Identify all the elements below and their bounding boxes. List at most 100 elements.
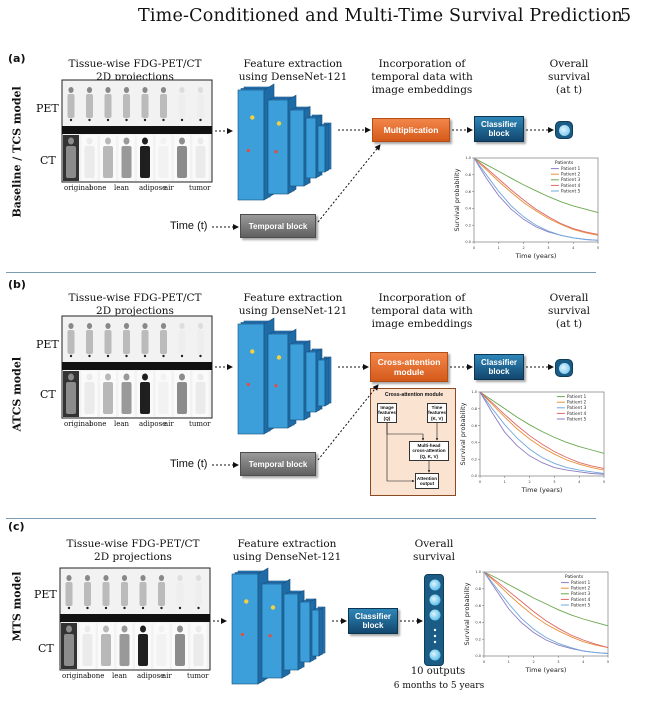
tissue-label: tumor (187, 672, 209, 680)
x-axis-label: Time (years) (521, 486, 563, 494)
x-tick-label: 5 (607, 660, 609, 664)
series-line (479, 391, 605, 474)
series-line (479, 391, 605, 471)
x-tick-label: 5 (597, 246, 599, 250)
y-tick-label: 0.0 (465, 240, 471, 244)
tissue-label: lean (114, 184, 130, 192)
legend-entry: Patient 2 (571, 586, 591, 592)
survival-chart: 0 1 2 3 4 5 0.0 0.2 0.4 0.6 0.8 1.0 Time (years) Surv… (453, 156, 599, 260)
panel-letter: (a) (8, 52, 26, 65)
ct-projection (98, 623, 114, 669)
ct-projection (79, 623, 96, 669)
y-tick-label: 0.0 (471, 474, 477, 478)
legend-entry: Patient 4 (561, 183, 581, 189)
legend-entry: Patient 1 (561, 166, 581, 172)
tissue-label: bone (89, 184, 107, 192)
x-tick-label: 5 (603, 480, 605, 484)
densenet-block (237, 83, 332, 201)
ct-projection (118, 371, 135, 417)
running-header: Time-Conditioned and Multi-Time Survival… (0, 4, 651, 28)
separator (6, 272, 596, 273)
dense-layer (317, 356, 332, 407)
legend-entry: Patient 3 (567, 405, 587, 411)
legend-entry: Patient 5 (571, 602, 591, 608)
pet-label: PET (36, 338, 59, 351)
x-tick-label: 0 (483, 660, 485, 664)
classifier-block: Classifier block (474, 354, 524, 380)
time-features-box: Time features (K, V) (427, 403, 447, 423)
ct-projection (116, 623, 133, 669)
tissue-label: original (64, 184, 92, 192)
pet-projection (158, 575, 165, 610)
pet-projection (178, 323, 186, 358)
y-tick-label: 1.0 (465, 156, 471, 160)
temporal-block: Temporal block (240, 214, 316, 238)
pet-projection (176, 575, 184, 610)
x-axis-label: Time (years) (525, 666, 567, 674)
series-line (483, 571, 609, 627)
projections-title: Tissue-wise FDG-PET/CT 2D projections (68, 292, 202, 317)
x-tick-label: 3 (553, 480, 555, 484)
ct-projection (172, 623, 188, 669)
feature-title: Feature extraction using DenseNet-121 (238, 58, 348, 83)
series-line (483, 571, 609, 649)
y-tick-label: 0.8 (471, 407, 477, 411)
feature-title: Feature extraction using DenseNet-121 (238, 292, 348, 317)
separator (6, 518, 596, 519)
projection-images (61, 315, 213, 419)
pet-projection (86, 323, 93, 358)
y-tick-label: 0.2 (475, 637, 481, 641)
y-tick-label: 1.0 (475, 570, 481, 574)
output-nodes (429, 579, 441, 661)
ct-projection (63, 135, 79, 181)
outputs-range: 6 months to 5 years (393, 681, 485, 691)
x-tick-label: 4 (578, 480, 581, 484)
classifier-block: Classifier block (474, 116, 524, 142)
x-tick-label: 2 (528, 480, 530, 484)
outputs-count: 10 outputs (410, 666, 466, 677)
ct-projection (135, 623, 151, 669)
pet-projection (84, 575, 91, 610)
pet-projection (123, 87, 130, 122)
cross-attention-detail-title: Cross-attention module (384, 392, 444, 398)
image-features-box: Image features (Q) (377, 403, 397, 423)
legend-entry: Patient 3 (561, 177, 581, 183)
ct-projection (63, 371, 79, 417)
cross-attention-detail: Cross-attention module Image features (Q… (370, 388, 456, 496)
page-number: 5 (620, 6, 632, 26)
x-tick-label: 3 (547, 246, 549, 250)
x-tick-label: 2 (532, 660, 534, 664)
output-node (555, 121, 573, 139)
x-tick-label: 0 (479, 480, 481, 484)
survival-title: Overall survival (at t) (547, 58, 590, 96)
tissue-label: original (62, 672, 90, 680)
projection-images (61, 79, 213, 183)
pet-projection (67, 87, 75, 122)
arrows (212, 364, 554, 468)
dense-layer (237, 83, 275, 201)
pet-projection (139, 575, 147, 610)
ct-label: CT (40, 154, 56, 167)
panel-letter: (c) (8, 520, 25, 533)
attention-output-box: Attention output (415, 473, 439, 489)
x-tick-label: 1 (498, 246, 500, 250)
tissue-label: lean (112, 672, 128, 680)
ct-projection (190, 623, 207, 669)
ct-projection (100, 371, 116, 417)
pet-projection (86, 87, 93, 122)
x-tick-label: 3 (557, 660, 559, 664)
pet-label: PET (36, 102, 59, 115)
densenet-block (231, 567, 326, 685)
pet-projection (195, 575, 202, 610)
ct-projection (81, 371, 98, 417)
x-axis-label: Time (years) (515, 252, 557, 260)
series-line (473, 157, 599, 236)
running-title: Time-Conditioned and Multi-Time Survival… (138, 6, 623, 26)
legend-entry: Patient 2 (567, 400, 587, 406)
series-line (483, 571, 609, 649)
series-line (479, 391, 605, 475)
y-axis-label: Survival probability (459, 402, 467, 465)
time-label: Time (t) (170, 220, 208, 232)
series-line (483, 571, 609, 654)
ct-projection (174, 135, 190, 181)
